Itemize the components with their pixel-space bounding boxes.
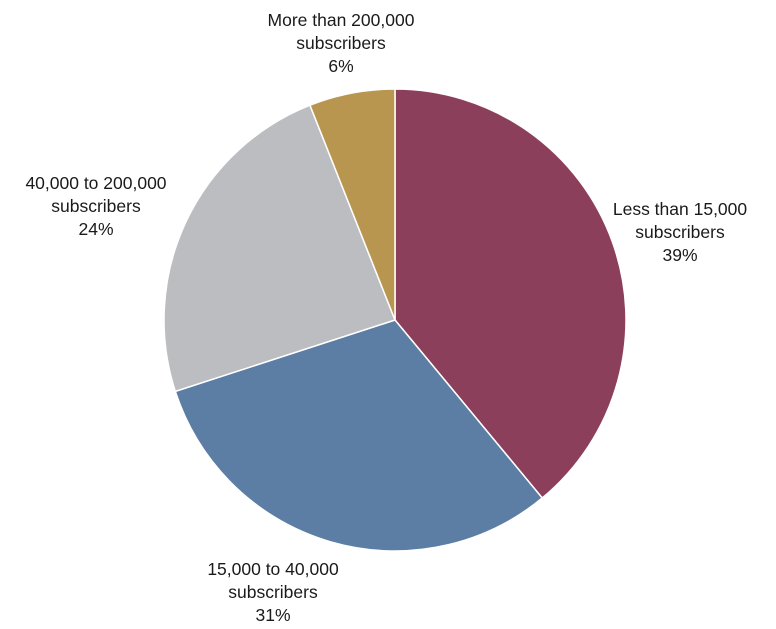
slice-label-3: 40,000 to 200,000 subscribers 24% (25, 173, 166, 239)
slice-category-label: More than 200,000 (268, 10, 415, 30)
slice-value-label: 39% (662, 245, 697, 265)
pie-slice-1 (394, 88, 627, 500)
slice-value-label: 24% (78, 219, 113, 239)
pie-slice-3 (163, 104, 396, 393)
pie-slice-2 (174, 319, 544, 552)
slice-label-1: Less than 15,000 subscribers 39% (613, 199, 748, 265)
slice-category-label: subscribers (228, 582, 318, 602)
slice-label-4: More than 200,000 subscribers 6% (268, 10, 415, 76)
slice-category-label: Less than 15,000 (613, 199, 748, 219)
slice-category-label: subscribers (51, 196, 141, 216)
slice-label-2: 15,000 to 40,000 subscribers 31% (207, 559, 339, 625)
slice-category-label: 15,000 to 40,000 (207, 559, 339, 579)
slice-value-label: 31% (255, 605, 290, 625)
pie-slice-4 (308, 88, 396, 321)
pie-labels: Less than 15,000 subscribers 39% 15,000 to … (25, 10, 747, 625)
slice-value-label: 6% (328, 56, 353, 76)
slice-category-label: 40,000 to 200,000 (25, 173, 166, 193)
slice-category-label: subscribers (296, 33, 386, 53)
slice-category-label: subscribers (635, 222, 725, 242)
pie-slices (163, 88, 627, 552)
